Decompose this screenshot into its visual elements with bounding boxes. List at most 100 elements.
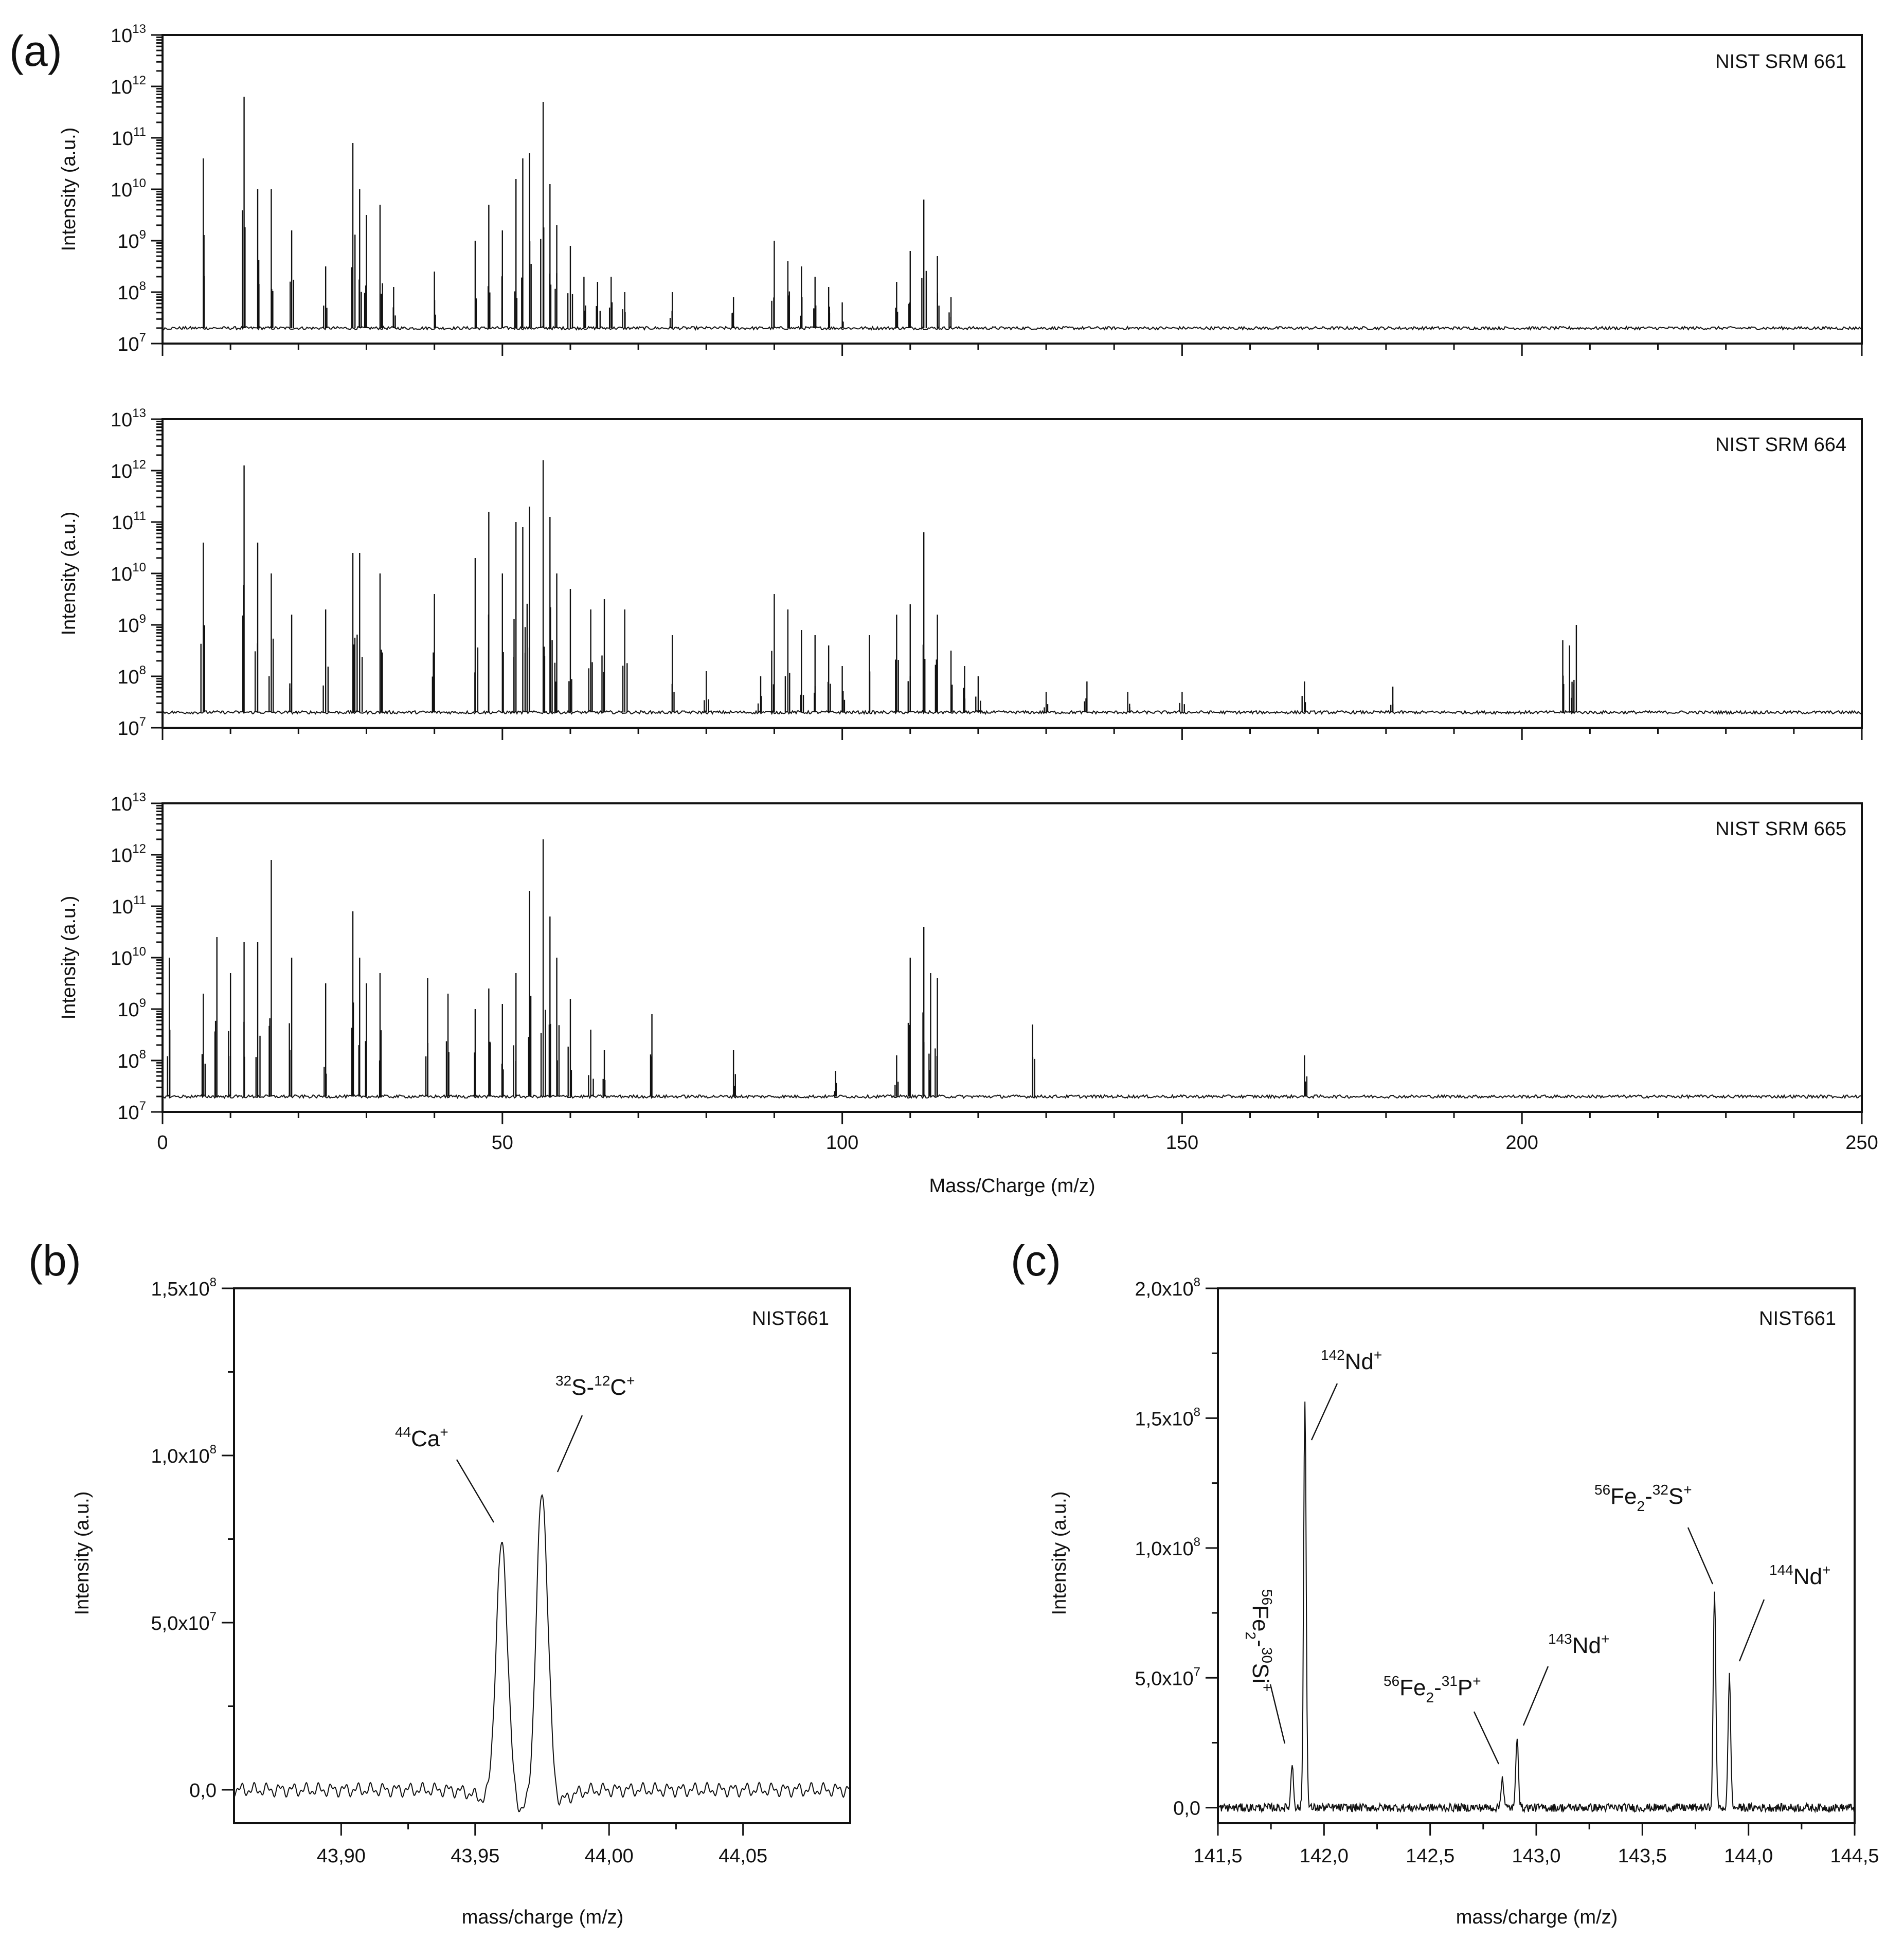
annotation-line-142nd [1310, 1383, 1338, 1441]
ytick-label: 2,0x108 [1135, 1275, 1200, 1300]
xtick-label: 200 [1505, 1132, 1538, 1154]
xtick-label: 44,00 [585, 1845, 634, 1867]
annotation-fe2si-sym1: Fe [1248, 1605, 1273, 1631]
ytick-base: 10 [117, 999, 139, 1021]
ytick-base: 10 [117, 1102, 139, 1124]
ytick-label: 107 [117, 715, 146, 740]
xtick-label: 0 [157, 1132, 168, 1154]
ylabel-b: Intensity (a.u.) [71, 1491, 93, 1615]
ytick-label: 107 [117, 331, 146, 355]
annotation-144nd-mass: 144 [1769, 1562, 1793, 1578]
xlabel-c: mass/charge (m/z) [1456, 1907, 1618, 1928]
annotation-fe2si-mass1: 56 [1259, 1589, 1275, 1605]
ytick-exponent: 8 [1194, 1275, 1200, 1289]
ytick-base: 10 [117, 282, 139, 304]
xtick-label: 43,90 [317, 1845, 366, 1867]
ytick-base: 10 [111, 794, 132, 815]
panel-label-b: (b) [28, 1236, 81, 1285]
annotation-line-fe2s [1687, 1527, 1714, 1585]
annotation-44ca-mass: 44 [395, 1424, 411, 1440]
ytick-base: 10 [117, 615, 139, 637]
spectrum-b [233, 1494, 851, 1812]
annotation-line-44ca [456, 1459, 495, 1523]
ytick-base: 10 [117, 231, 139, 253]
annotation-fe2si-sym2: Si [1248, 1663, 1273, 1683]
xtick-label: 142,0 [1300, 1845, 1349, 1867]
annotation-144nd: 144Nd+ [1769, 1562, 1830, 1589]
plot-frame-a3 [161, 802, 1863, 1113]
annotation-fe2p-mass1: 56 [1384, 1673, 1399, 1689]
ytick-base: 10 [111, 564, 132, 585]
annotation-fe2p-dash: - [1434, 1675, 1442, 1700]
annotation-fe2p-charge: + [1472, 1673, 1481, 1689]
annotation-143nd-charge: + [1601, 1631, 1609, 1647]
ytick-label: 1013 [111, 22, 146, 47]
plot-frame-a1 [161, 34, 1863, 345]
ytick-base: 10 [117, 1051, 139, 1072]
ylabel-a2: Intensity (a.u.) [58, 512, 80, 636]
annotation-fe2p-sub: 2 [1426, 1690, 1434, 1705]
peaks-a1 [203, 97, 952, 328]
annotation-fe2p-sym1: Fe [1399, 1675, 1426, 1700]
annotation-line-143nd [1522, 1666, 1549, 1726]
annotation-fe2s-mass1: 56 [1594, 1482, 1610, 1498]
panel-label-a: (a) [9, 27, 62, 75]
title-a3: NIST SRM 665 [1715, 818, 1846, 840]
xticks-a2 [161, 728, 1863, 740]
annotation-144nd-charge: + [1822, 1562, 1830, 1578]
ytick-base: 1,5x10 [1135, 1408, 1194, 1430]
spectrum-c [1217, 1401, 1855, 1814]
ylabel-a3: Intensity (a.u.) [58, 896, 80, 1020]
title-a2: NIST SRM 664 [1715, 434, 1846, 456]
annotation-line-144nd [1738, 1599, 1765, 1662]
annotation-line-32s12c [556, 1415, 583, 1472]
annotation-144nd-symbol: Nd [1793, 1564, 1822, 1589]
baseline-a3 [162, 1093, 1862, 1100]
ytick-base: 10 [111, 77, 132, 98]
ytick-label: 0,0 [1173, 1798, 1200, 1820]
ytick-exponent: 13 [132, 790, 146, 804]
ytick-label: 109 [117, 228, 146, 253]
annotation-143nd: 143Nd+ [1548, 1631, 1609, 1658]
ytick-exponent: 8 [139, 1048, 146, 1062]
xticks-a3: 0 50 100 150 200 250 [157, 1112, 1878, 1154]
ytick-label: 1012 [111, 74, 146, 98]
xticks-b: 43,90 43,95 44,00 44,05 [317, 1823, 767, 1867]
annotation-fe2s-sub: 2 [1637, 1498, 1645, 1514]
ytick-label: 108 [117, 1048, 146, 1072]
xtick-label: 144,0 [1724, 1845, 1773, 1867]
ytick-exponent: 10 [132, 945, 146, 959]
ytick-exponent: 8 [210, 1443, 217, 1457]
ytick-exponent: 9 [139, 612, 146, 626]
ytick-label: 1,5x108 [1135, 1405, 1200, 1430]
xlabel-b: mass/charge (m/z) [462, 1907, 624, 1928]
plot-frame-c [1217, 1287, 1856, 1824]
ytick-label: 109 [117, 996, 146, 1021]
annotation-143nd-symbol: Nd [1572, 1633, 1601, 1658]
ytick-base: 5,0x10 [1135, 1668, 1194, 1690]
annotation-line-fe2si [1269, 1684, 1286, 1744]
ytick-exponent: 10 [132, 561, 146, 574]
annotation-32s12c-mass2: 12 [594, 1373, 610, 1389]
xtick-label: 143,5 [1618, 1845, 1667, 1867]
ytick-base: 10 [111, 179, 132, 201]
ytick-base: 5,0x10 [151, 1613, 210, 1634]
panel-label-c: (c) [1011, 1236, 1061, 1285]
ytick-label: 1011 [112, 125, 146, 150]
annotation-32s12c: 32S-12C+ [555, 1373, 635, 1400]
ytick-label: 1012 [111, 458, 146, 482]
xtick-label: 144,5 [1830, 1845, 1879, 1867]
ytick-label: 109 [117, 612, 146, 637]
xtick-label: 142,5 [1406, 1845, 1454, 1867]
ytick-exponent: 11 [133, 893, 146, 907]
xtick-label: 50 [492, 1132, 513, 1154]
annotation-44ca-charge: + [440, 1424, 448, 1440]
ylabel-c: Intensity (a.u.) [1049, 1491, 1070, 1615]
